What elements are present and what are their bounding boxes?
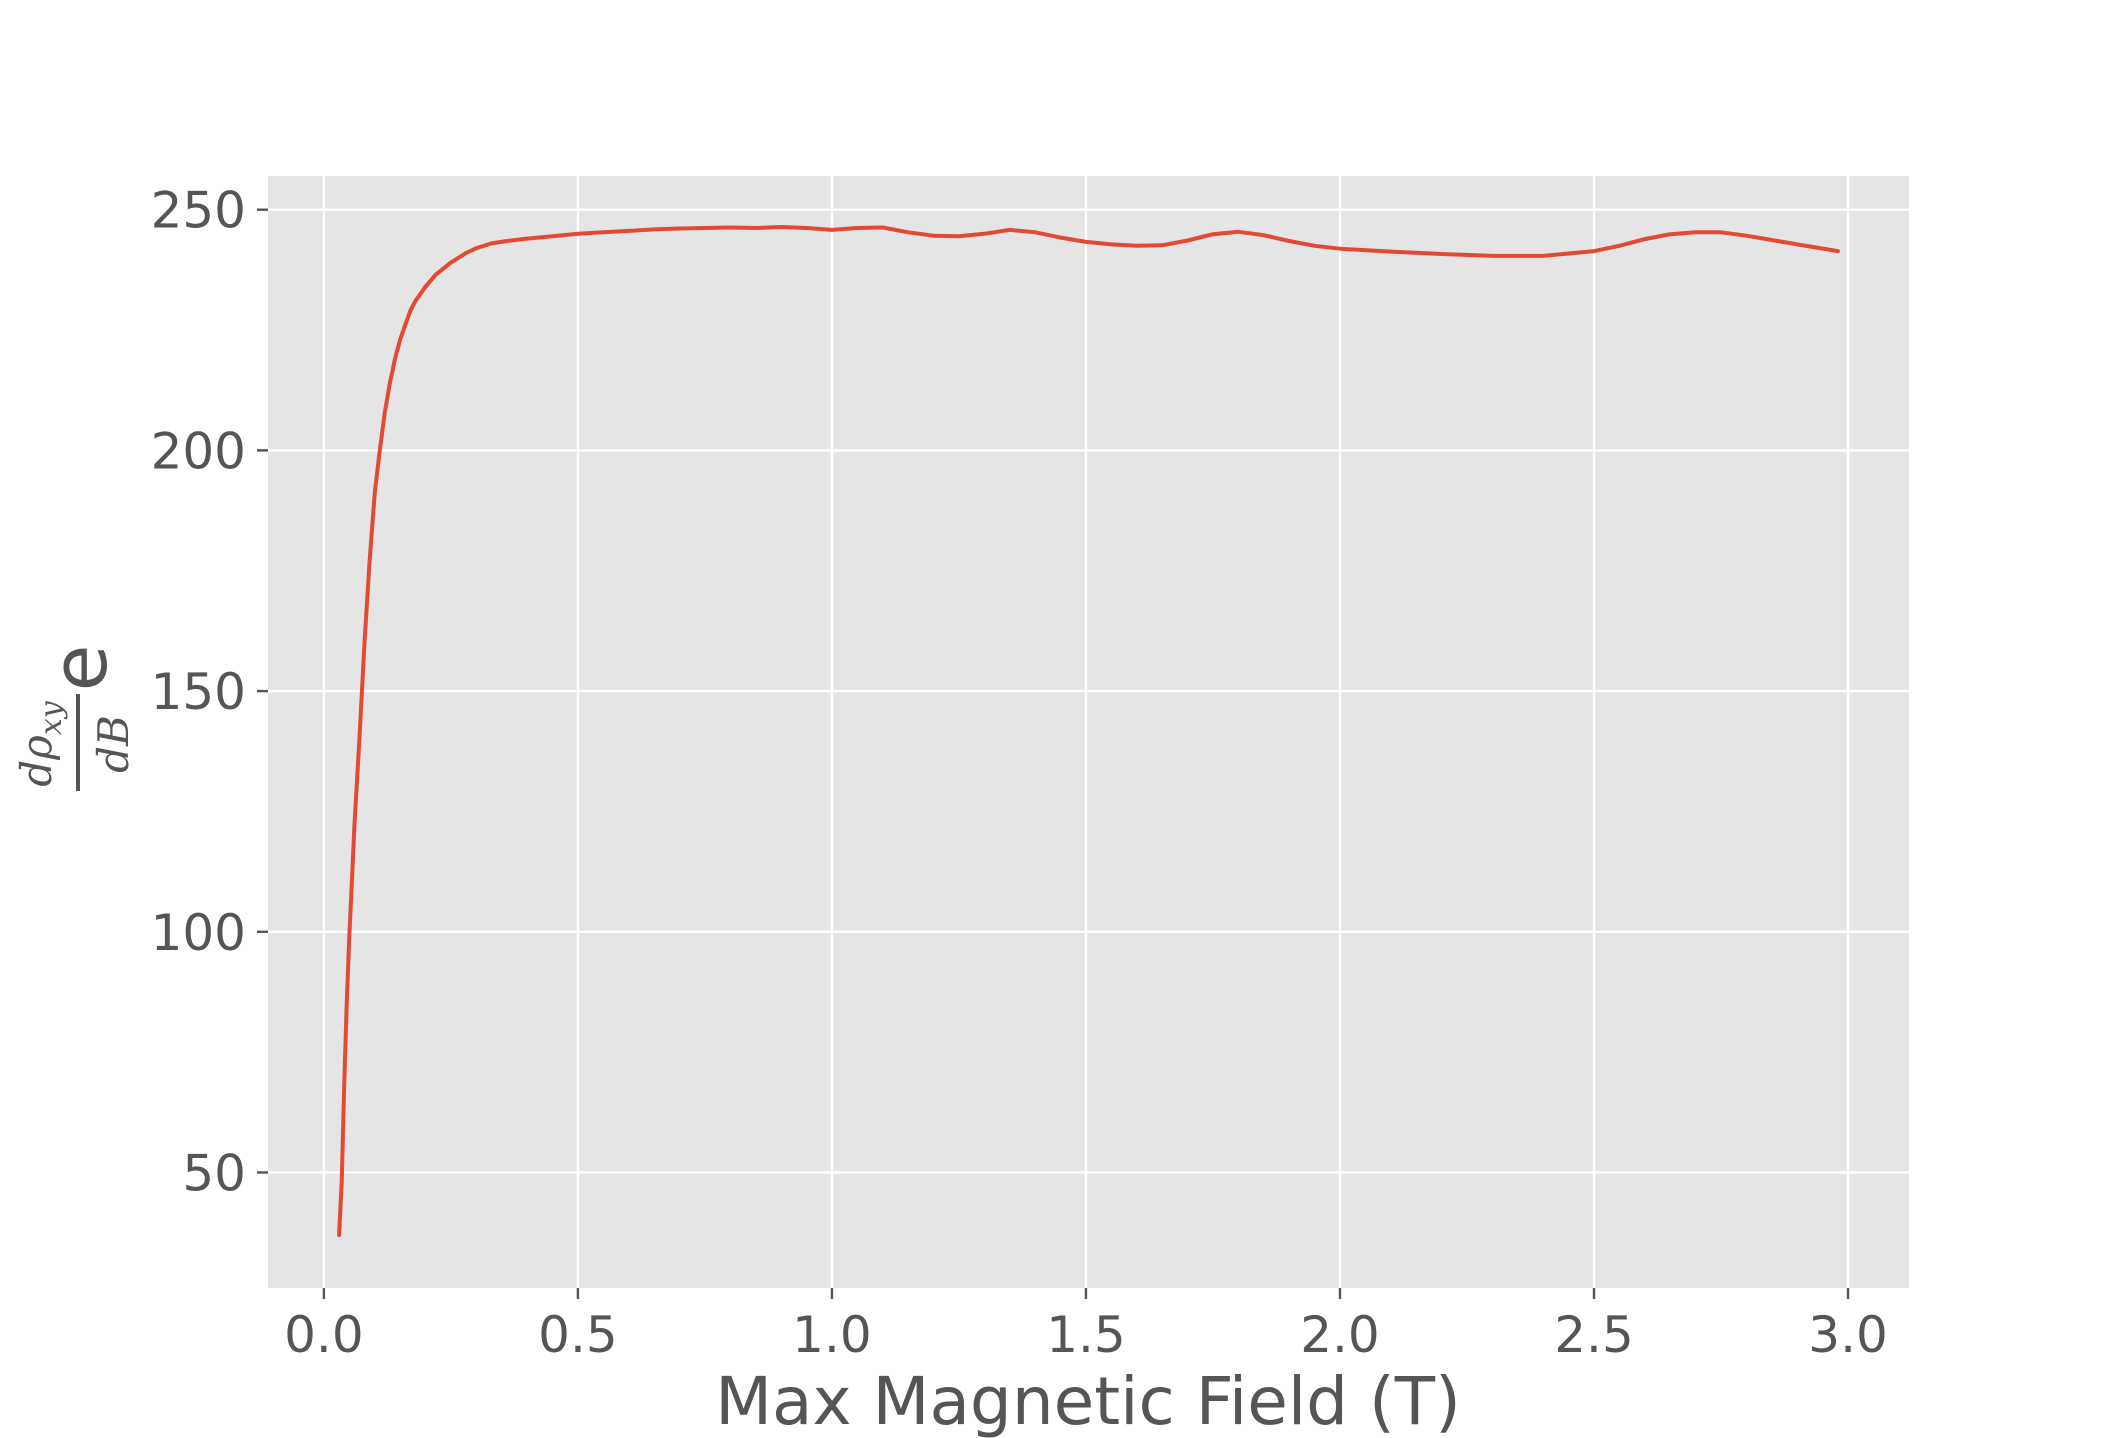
y-tick-label: 200 [151,422,246,480]
y-label-denominator: dB [89,715,138,773]
series-line [337,225,1840,1237]
x-axis-label: Max Magnetic Field (T) [715,1363,1461,1438]
x-tick-label: 2.0 [1300,1306,1380,1364]
x-tick-label: 0.5 [538,1306,618,1364]
y-tick-label: 50 [182,1144,246,1202]
grid [268,176,1909,1288]
x-tick-label: 0.0 [284,1306,364,1364]
series [337,225,1840,1237]
y-label-numerator: dρxy [12,700,69,786]
ticks: 0.0 0.5 1.0 1.5 2.0 2.5 3.0 50 100 150 200 250 [151,182,1888,1364]
y-label-suffix: e [35,645,124,692]
plot-background [268,176,1909,1288]
y-axis-label: dρxy dB e [12,645,138,791]
x-tick-label: 1.0 [792,1306,872,1364]
y-tick-label: 150 [151,663,246,721]
x-tick-label: 1.5 [1046,1306,1126,1364]
x-tick-label: 2.5 [1554,1306,1634,1364]
x-tick-label: 3.0 [1808,1306,1888,1364]
y-tick-label: 250 [151,182,246,240]
y-tick-label: 100 [151,904,246,962]
